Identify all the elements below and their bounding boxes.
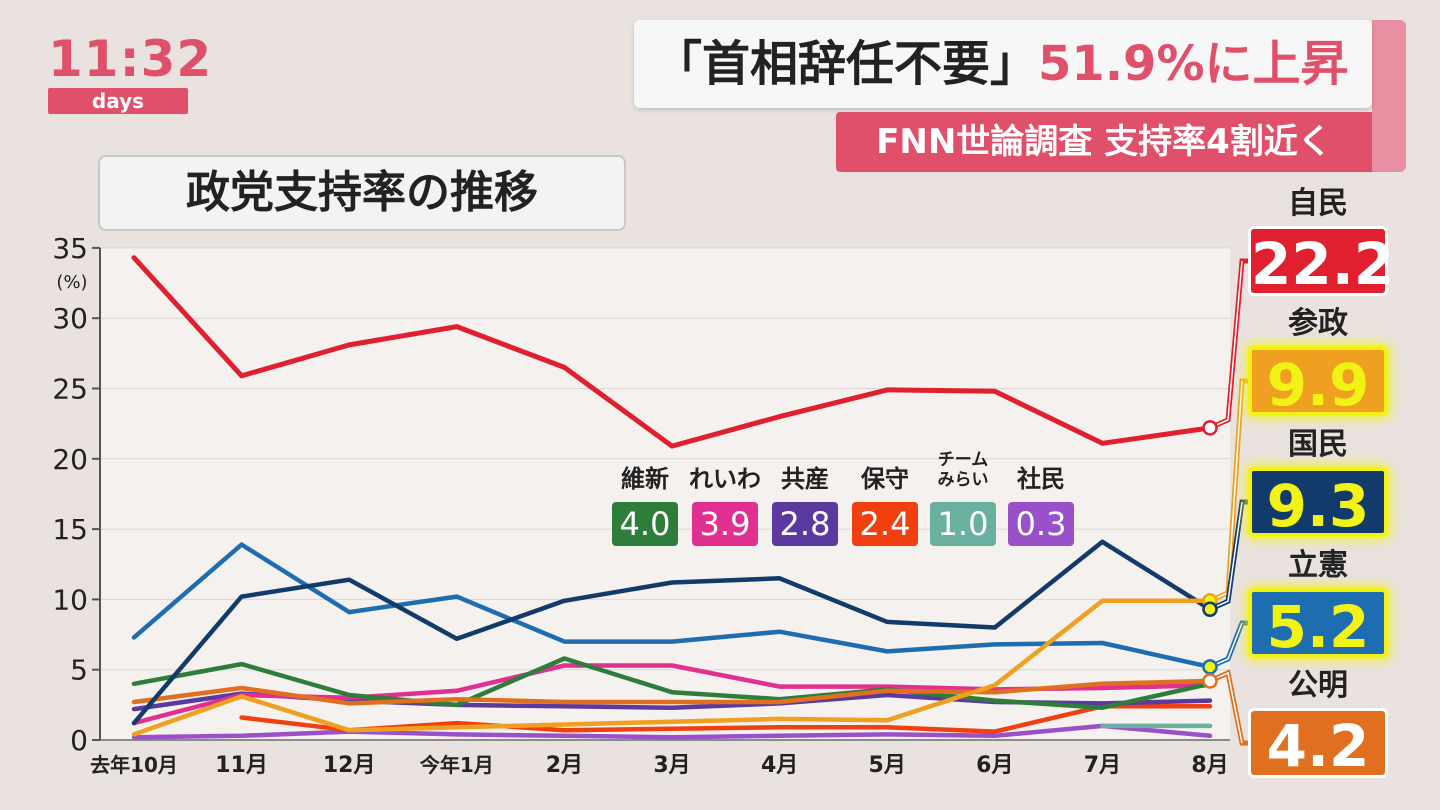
x-tick-label: 6月 [976,753,1013,778]
small-callout-name: れいわ [689,465,761,493]
callout-value-自民: 22.2 [1248,226,1394,298]
series-line-国民 [131,539,1213,726]
x-tick-label: 12月 [323,753,376,778]
headline-quote: 「首相辞任不要」 [654,36,1039,92]
small-callout-name: 保守 [861,465,909,493]
callout-value-立憲: 5.2 [1248,588,1388,661]
x-tick-label: 去年10月 [90,753,178,777]
y-tick-label: 35 [52,232,88,265]
plot-area [100,248,1230,740]
y-tick-label: 5 [70,654,88,687]
show-logo: days [48,88,188,114]
series-line-自民 [131,255,1213,449]
callout-name-公明: 公明 [1288,668,1348,703]
callout-value-公明: 4.2 [1248,708,1388,780]
x-tick-label: 7月 [1084,753,1121,778]
y-tick-label: 0 [70,724,88,757]
x-tick-label: 4月 [761,753,798,778]
headline: 「首相辞任不要」51.9%に上昇 [634,20,1372,108]
clock-time: 11:32 [48,30,213,88]
small-callout-name: チーム みらい [937,450,989,490]
small-callout-value: 1.0 [930,502,996,546]
small-callout-value: 2.8 [772,502,838,546]
endpoint-marker-自民 [1202,420,1218,436]
small-callout-name: 共産 [781,465,829,493]
x-tick-label: 5月 [869,753,906,778]
series-line-公明 [131,678,1213,706]
y-tick-label: 30 [52,302,88,335]
small-callout-value: 4.0 [612,502,678,546]
endpoint-marker-公明 [1202,673,1218,689]
series-line-参政 [131,598,1213,737]
small-callout-name: 維新 [621,465,669,493]
small-callout-value: 3.9 [692,502,758,546]
y-tick-label: 10 [52,583,88,616]
y-tick-label: 25 [52,373,88,406]
y-tick-label: 20 [52,443,88,476]
series-line-立憲 [131,542,1213,670]
x-tick-label: 2月 [546,753,583,778]
callout-name-立憲: 立憲 [1288,548,1348,583]
x-tick-label: 3月 [653,753,690,778]
series-line-社民 [131,723,1213,740]
endpoint-marker-国民 [1202,601,1218,617]
headline-figure: 51.9%に上昇 [1038,36,1349,92]
subheadline: FNN世論調査 支持率4割近く [836,112,1372,172]
series-line-維新 [131,656,1213,710]
small-callout-value: 0.3 [1008,502,1074,546]
endpoint-marker-立憲 [1202,659,1218,675]
y-tick-label: 15 [52,513,88,546]
small-callout-value: 2.4 [852,502,918,546]
x-tick-label: 11月 [215,753,268,778]
callout-name-国民: 国民 [1288,427,1348,462]
callout-name-自民: 自民 [1288,186,1348,221]
chart-title: 政党支持率の推移 [98,155,626,231]
callout-value-国民: 9.3 [1248,467,1388,540]
small-callout-name: 社民 [1017,465,1065,493]
callout-name-参政: 参政 [1288,306,1348,341]
headline-side-bar [1372,20,1406,172]
callout-value-参政: 9.9 [1248,346,1388,419]
x-tick-label: 8月 [1191,753,1228,778]
x-tick-label: 今年1月 [420,753,494,777]
y-axis-unit: (%) [56,272,87,293]
